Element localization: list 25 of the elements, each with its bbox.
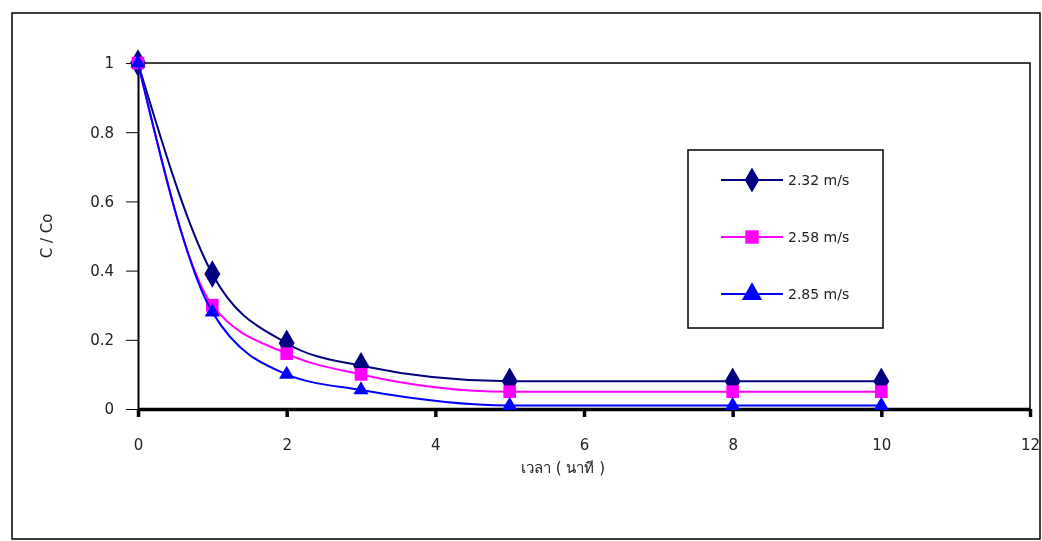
x-tick-label: 12 [1020,435,1041,454]
point [875,385,888,399]
legend-label: 2.58 m/s [788,229,850,245]
point [280,347,293,360]
legend-label: 2.85 m/s [788,286,850,302]
y-axis-title: C / Co [38,213,56,259]
point [353,381,369,395]
x-tick-label: 6 [579,435,590,454]
point [204,303,220,317]
point [354,368,368,381]
point [726,385,739,399]
x-tick-label: 4 [431,435,441,454]
y-tick-label: 0.6 [90,192,114,211]
x-tick-label: 10 [872,435,892,454]
point [503,385,516,399]
y-tick-label: 0.8 [90,123,114,142]
y-tick-label: 0.4 [90,261,114,280]
x-axis-title: เวลา ( นาที ) [520,459,606,477]
legend-label: 2.32 m/s [788,172,850,188]
y-tick-label: 0.2 [90,331,114,350]
x-tick-label: 2 [282,435,292,454]
x-tick-label: 0 [133,435,144,454]
y-tick-label: 0 [104,400,114,419]
y-tick-label: 1 [104,54,114,73]
x-tick-label: 8 [728,435,738,454]
